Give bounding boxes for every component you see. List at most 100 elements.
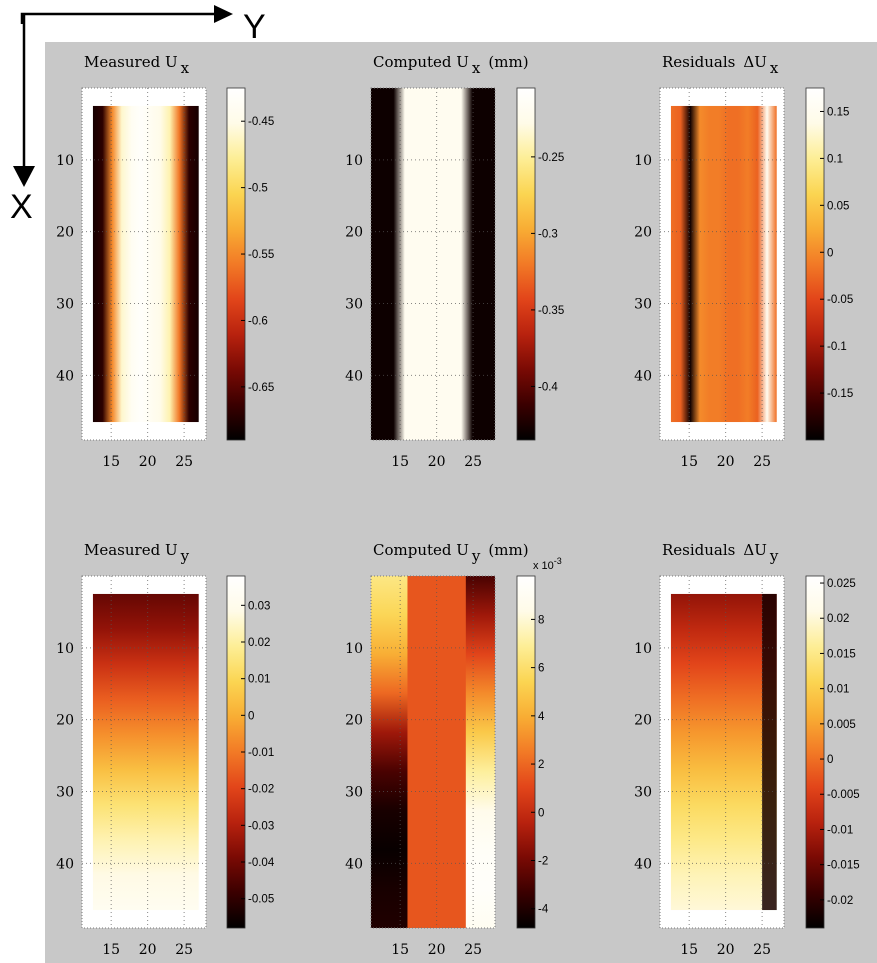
y-tick-label: 30	[56, 297, 74, 313]
panel-3: Residuals ΔU x 15 20 25 10 20 30 40 0.15 0.1 0.05 0 -0…	[634, 53, 853, 470]
colorbar	[226, 87, 246, 441]
x-tick-label: 15	[680, 454, 698, 470]
title-delta: Δ	[743, 53, 754, 71]
y-tick-label: 20	[634, 713, 652, 729]
colorbar-tick-label: -0.04	[248, 857, 275, 869]
x-tick-label: 20	[717, 942, 735, 958]
axes-frame	[659, 87, 785, 441]
colorbar-tick-label: 0.02	[248, 637, 270, 649]
colorbar-tick-label: -0.15	[827, 388, 853, 400]
colorbar-tick-label: 0	[827, 754, 833, 766]
axes-frame	[370, 87, 496, 441]
colorbar-tick-label: -0.02	[248, 784, 274, 796]
axes-frame	[370, 575, 496, 929]
colorbar-tick-label: 0	[538, 807, 544, 819]
y-tick-label: 40	[634, 856, 652, 872]
colorbar-tick-label: -0.6	[248, 315, 268, 327]
x-direction-label: X	[10, 188, 33, 226]
colorbar-tick-label: -0.35	[538, 305, 564, 317]
y-tick-label: 30	[634, 785, 652, 801]
colorbar-tick-label: 0	[827, 247, 833, 259]
axes-frame	[659, 575, 785, 929]
y-tick-label: 30	[56, 785, 74, 801]
colorbar-tick-label: 2	[538, 759, 544, 771]
colorbar	[805, 87, 825, 441]
heatmap-field	[670, 105, 777, 423]
x-direction-arrow-head	[13, 166, 35, 187]
panel-title: Residuals ΔU x	[662, 53, 779, 77]
axes-frame	[81, 575, 207, 929]
multiplier-base: x 10	[533, 560, 554, 572]
colorbar-tick-label: -2	[538, 855, 548, 867]
colorbar-tick-label: 0.05	[827, 200, 849, 212]
colorbar-tick-label: -0.55	[248, 249, 274, 261]
colorbar-tick-label: 0.01	[248, 674, 270, 686]
colorbar-tick-label: -0.01	[827, 824, 853, 836]
title-subscript: y	[180, 547, 190, 565]
colorbar-tick-label: -0.4	[538, 381, 558, 393]
x-tick-label: 25	[464, 942, 482, 958]
colorbar-tick-label: 0.015	[827, 648, 856, 660]
colorbar-tick-label: 6	[538, 663, 544, 675]
colorbar-tick-label: -0.3	[538, 228, 558, 240]
heatmap-field	[670, 593, 777, 911]
y-direction-arrow-head	[214, 5, 233, 23]
title-subscript: x	[472, 59, 481, 77]
y-tick-label: 20	[56, 225, 74, 241]
colorbar-tick-label: -0.005	[827, 789, 860, 801]
x-tick-label: 20	[428, 454, 446, 470]
colorbar	[805, 575, 825, 929]
title-main: Computed U	[373, 53, 469, 71]
colorbar-tick-label: 4	[538, 711, 545, 723]
x-tick-label: 20	[428, 942, 446, 958]
x-tick-label: 15	[102, 942, 120, 958]
heatmap-field	[92, 593, 199, 911]
colorbar-tick-label: -4	[538, 904, 549, 916]
y-tick-label: 10	[634, 641, 652, 657]
colorbar-tick-label: 0.02	[827, 613, 849, 625]
y-tick-label: 40	[56, 856, 74, 872]
colorbar-tick-label: -0.65	[248, 382, 274, 394]
x-tick-label: 15	[680, 942, 698, 958]
colorbar-tick-label: 0.15	[827, 106, 849, 118]
title-subscript: x	[770, 59, 779, 77]
heatmap-left-band	[371, 576, 408, 928]
x-tick-label: 20	[139, 454, 157, 470]
heatmap-field	[371, 88, 495, 440]
title-main: Computed U	[373, 541, 469, 559]
colorbar-tick-label: 0.005	[827, 719, 856, 731]
colorbar-tick-label: 0.1	[827, 153, 843, 165]
title-subscript: y	[471, 547, 481, 565]
colorbar	[516, 575, 536, 929]
colorbar-tick-label: -0.015	[827, 860, 860, 872]
y-tick-label: 10	[56, 153, 74, 169]
title-subscript: y	[769, 547, 779, 565]
y-tick-label: 20	[56, 713, 74, 729]
title-main: Measured U	[84, 53, 178, 71]
panel-6: Residuals ΔU y 15 20 25 10 20 30 40 0.025 0.02 0.015…	[634, 541, 859, 958]
heatmap-right-band	[465, 576, 495, 928]
title-main: Measured U	[84, 541, 178, 559]
x-tick-label: 15	[102, 454, 120, 470]
panel-title: Residuals ΔU y	[662, 541, 779, 565]
colorbar-tick-label: -0.03	[248, 820, 274, 832]
y-tick-label: 30	[345, 785, 363, 801]
colorbar-tick-label: 0.03	[248, 600, 270, 612]
x-tick-label: 25	[175, 942, 193, 958]
x-tick-label: 20	[139, 942, 157, 958]
x-tick-label: 25	[464, 454, 482, 470]
x-tick-label: 25	[753, 454, 771, 470]
title-main: Residuals	[662, 541, 735, 559]
y-tick-label: 40	[634, 368, 652, 384]
